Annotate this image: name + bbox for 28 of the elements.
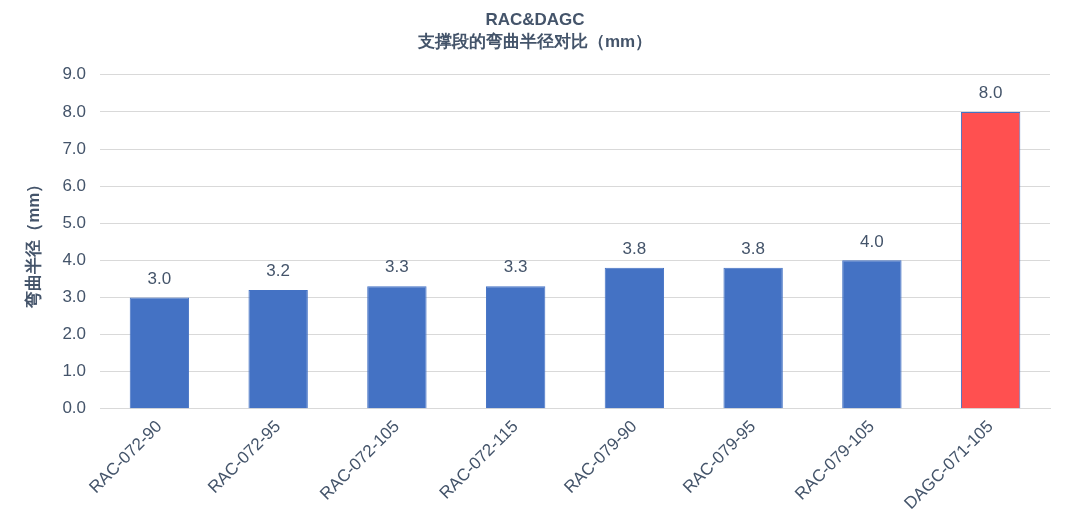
y-tick-label: 9.0	[62, 64, 87, 84]
data-label: 4.0	[860, 231, 884, 251]
chart-title: RAC&DAGC	[485, 9, 585, 29]
y-tick-label: 4.0	[62, 250, 87, 269]
data-label: 3.0	[147, 268, 172, 288]
bar	[129, 297, 190, 409]
data-label: 3.3	[503, 257, 528, 277]
bar	[485, 286, 546, 409]
bar	[723, 267, 783, 409]
bar	[367, 286, 427, 409]
data-label: 3.3	[385, 257, 409, 277]
data-label: 3.8	[622, 238, 647, 258]
y-tick-label: 1.0	[62, 361, 87, 381]
chart-subtitle: 支撑段的弯曲半径对比（mm）	[416, 32, 653, 52]
data-label: 3.2	[266, 261, 290, 281]
y-tick-label: 8.0	[62, 101, 87, 121]
data-label: 8.0	[978, 83, 1003, 103]
data-label: 3.8	[741, 238, 765, 258]
y-tick-label: 5.0	[62, 212, 87, 232]
y-tick-label: 6.0	[62, 175, 87, 195]
bar	[604, 267, 665, 409]
y-tick-label: 3.0	[62, 287, 87, 307]
y-tick-label: 2.0	[62, 324, 87, 344]
bar	[248, 290, 308, 409]
y-tick-label: 0.0	[62, 398, 87, 418]
y-tick-label: 7.0	[62, 138, 87, 158]
bar	[842, 260, 902, 409]
y-axis-title: 弯曲半径（mm）	[23, 175, 43, 309]
